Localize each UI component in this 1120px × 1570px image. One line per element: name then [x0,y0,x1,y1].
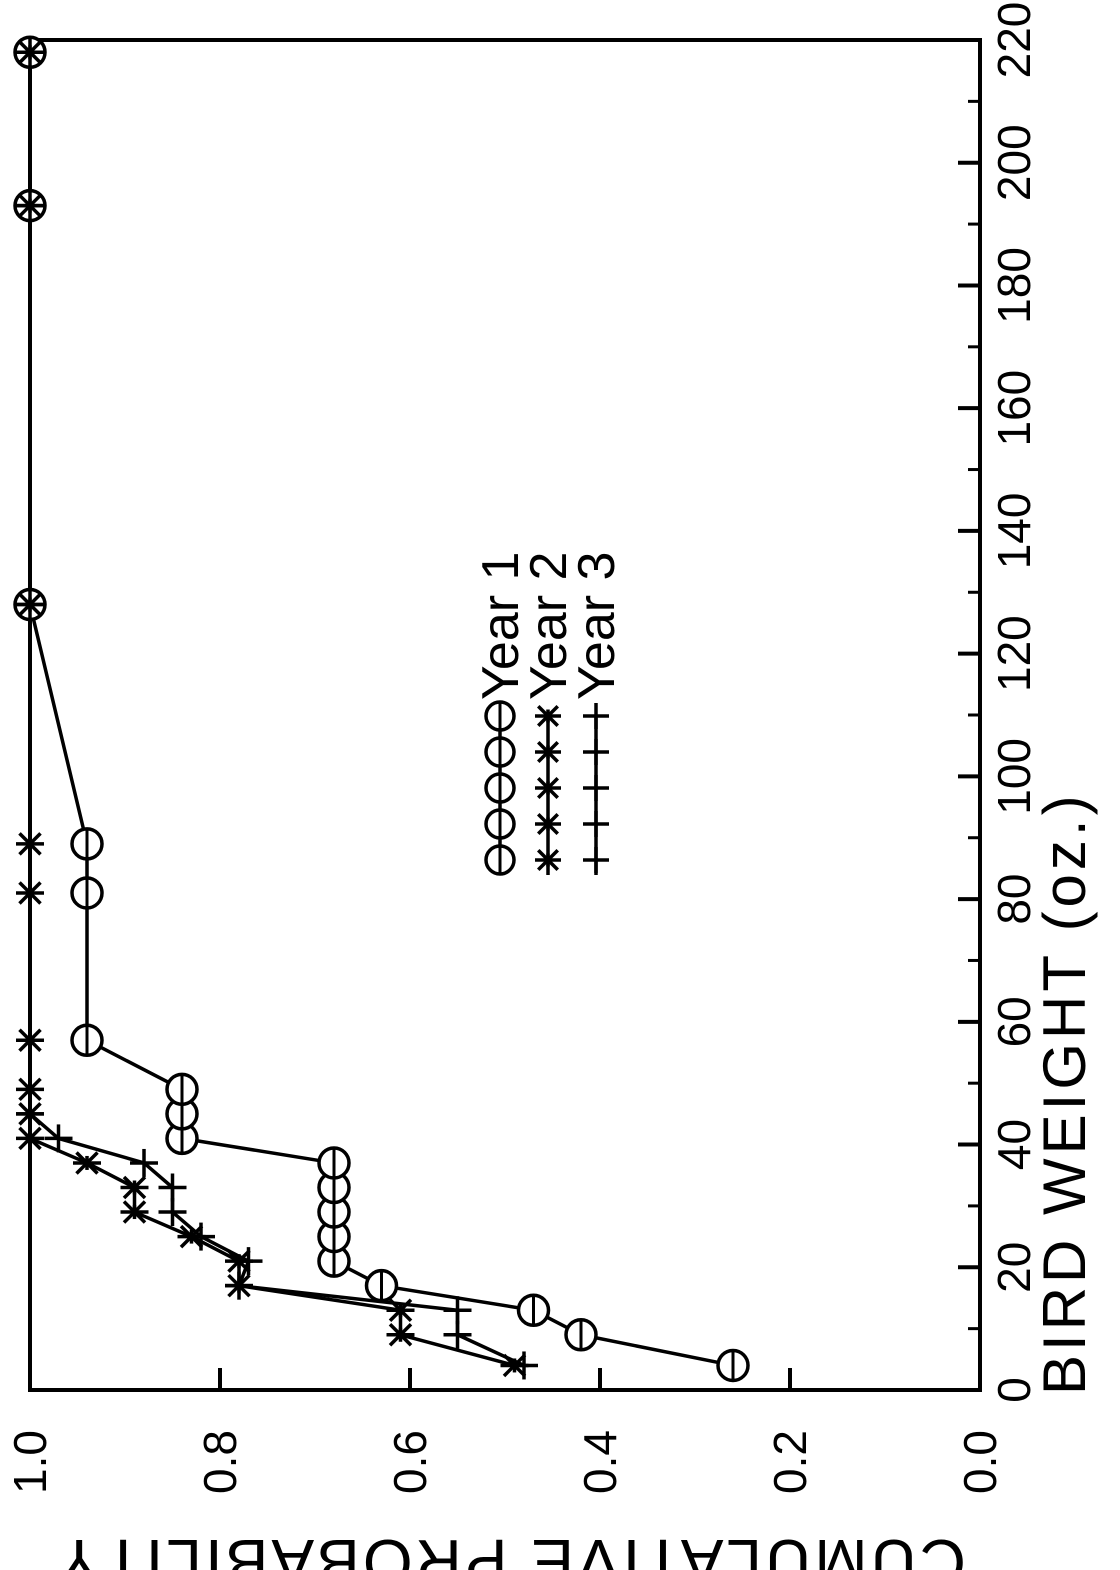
data-point-3 [16,590,44,619]
legend-marker [583,703,609,729]
x-tick-label: 20 [988,1242,1040,1293]
y-tick-label: 0.6 [384,1430,436,1494]
x-tick-label: 200 [988,124,1040,201]
series-markers [13,35,750,1383]
data-point-3 [158,1173,187,1202]
legend-label: Year 3 [568,552,626,700]
x-tick-label: 60 [988,996,1040,1047]
series-line-3 [28,52,525,1368]
legend-label: Year 1 [472,552,530,700]
data-point-2 [73,1151,101,1175]
data-point-3 [510,1351,538,1380]
x-tick-label: 80 [988,874,1040,925]
data-point-3 [443,1296,472,1325]
data-point-3 [187,1222,215,1251]
x-tick-label: 120 [988,615,1040,692]
legend-marker [535,705,561,727]
legend-marker [484,844,516,876]
data-point-1 [70,827,104,861]
legend-marker [583,811,609,837]
y-tick-label: 0.2 [764,1430,816,1494]
legend-marker [535,849,561,871]
y-tick-label: 0.0 [954,1430,1006,1494]
x-tick-label: 160 [988,370,1040,447]
legend-marker [583,739,609,765]
ticks-layer: 0 20 40 60 80 100 120 140 160 180 200 220 0.0 0.2 0.4 0… [4,2,1040,1494]
data-point-2 [386,1323,415,1347]
legend-marker [535,741,561,763]
legend-marker [484,808,516,840]
data-point-3 [443,1320,472,1349]
data-point-3 [158,1198,187,1227]
x-tick-label: 100 [988,738,1040,815]
data-point-2 [16,832,44,856]
series-lines [28,52,734,1368]
data-point-3 [16,1099,44,1128]
data-point-2 [16,881,44,905]
legend-marker [535,777,561,799]
data-point-1 [317,1146,351,1180]
data-point-2 [386,1298,415,1322]
data-point-1 [70,1023,104,1057]
data-point-3 [225,1271,253,1300]
data-point-3 [234,1247,263,1276]
legend-marker [583,775,609,801]
data-point-2 [16,1077,44,1102]
data-point-3 [130,1148,158,1177]
y-axis-label: CUMULATIVE PROBABILITY [55,1526,966,1570]
x-tick-label: 140 [988,493,1040,570]
x-tick-label: 40 [988,1119,1040,1170]
legend-marker [583,847,609,873]
x-tick-label: 220 [988,2,1040,79]
y-tick-label: 1.0 [4,1430,56,1494]
data-point-1 [564,1318,598,1352]
x-tick-label: 180 [988,247,1040,324]
data-point-1 [516,1293,551,1327]
data-point-1 [70,876,104,910]
data-point-2 [120,1200,149,1224]
data-point-1 [165,1072,199,1107]
data-point-1 [716,1348,750,1383]
x-tick-label: 0 [988,1377,1040,1403]
legend-marker [484,700,516,732]
legend-marker [535,813,561,835]
legend-marker [484,736,516,768]
y-tick-label: 0.4 [574,1430,626,1494]
data-point-3 [16,38,44,67]
series-line-1 [28,52,734,1368]
data-point-2 [120,1175,149,1200]
x-axis-label: BIRD WEIGHT (oz.) [1031,791,1098,1395]
y-tick-label: 0.8 [194,1430,246,1494]
legend-label: Year 2 [520,552,578,700]
legend-marker [484,772,516,804]
series-line-2 [28,52,515,1368]
data-point-3 [16,191,44,220]
data-point-1 [364,1268,399,1303]
data-point-3 [44,1124,73,1153]
data-point-2 [16,1126,44,1151]
data-point-2 [16,1028,44,1052]
